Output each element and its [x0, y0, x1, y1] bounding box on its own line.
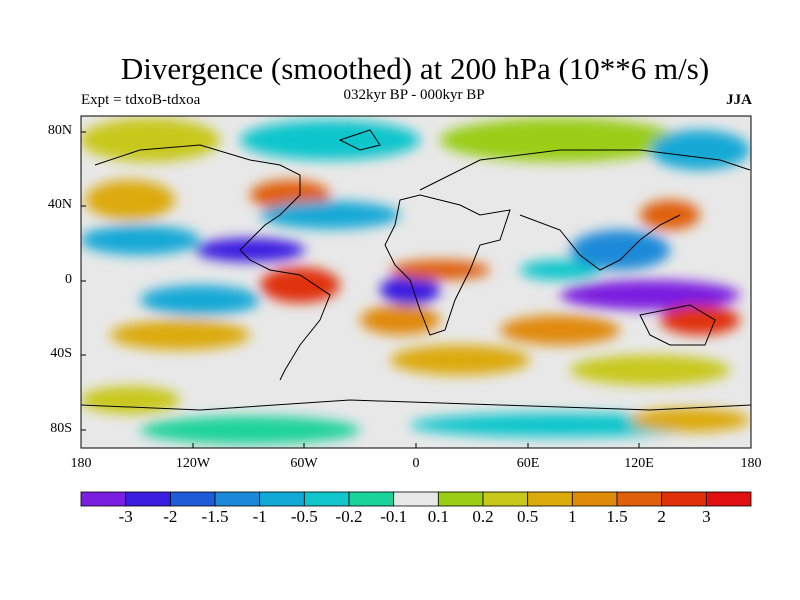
map-plot-area [81, 116, 751, 448]
chart-title: Divergence (smoothed) at 200 hPa (10**6 … [120, 51, 710, 86]
colorbar-label: -0.1 [380, 507, 408, 526]
colorbar-swatch [214, 491, 261, 507]
lon-tick-180e: 180 [740, 456, 762, 471]
colorbar-label: 1 [568, 507, 577, 526]
colorbar-label: -3 [118, 507, 133, 526]
colorbar-swatch [482, 491, 529, 507]
colorbar-swatch [125, 491, 171, 507]
axis-ticks [81, 131, 640, 448]
lat-tick-0: 0 [65, 272, 72, 287]
lat-tick-80s: 80S [50, 421, 72, 436]
experiment-label: Expt = tdxoB-tdxoa [81, 92, 201, 108]
colorbar-swatch [169, 491, 216, 507]
colorbar-swatch [259, 491, 305, 507]
colorbar-label: -2 [163, 507, 178, 526]
colorbar-swatch [348, 491, 395, 507]
colorbar-label: 3 [702, 507, 711, 526]
colorbar-swatch [571, 491, 618, 507]
colorbar-swatch [616, 491, 663, 507]
colorbar-swatch [437, 491, 484, 507]
season-label: JJA [726, 92, 752, 108]
colorbar-swatch [705, 491, 752, 507]
colorbar-label: -0.2 [335, 507, 363, 526]
chart-subtitle: 032kyr BP - 000kyr BP [343, 87, 485, 103]
lon-tick-120w: 120W [175, 456, 211, 471]
colorbar [80, 491, 752, 507]
colorbar-swatch [80, 491, 127, 507]
lon-tick-60e: 60E [516, 456, 540, 471]
lat-tick-40s: 40S [50, 346, 72, 361]
coastlines [81, 129, 751, 411]
colorbar-label: -0.5 [290, 507, 318, 526]
colorbar-swatch [661, 491, 707, 507]
lon-tick-120e: 120E [624, 456, 654, 471]
lon-tick-60w: 60W [290, 456, 318, 471]
colorbar-swatch [303, 491, 350, 507]
lat-tick-80n: 80N [47, 123, 72, 138]
colorbar-label: 0.5 [517, 507, 539, 526]
colorbar-swatch [527, 491, 573, 507]
lon-tick-180w: 180 [70, 456, 92, 471]
colorbar-label: 0.2 [472, 507, 494, 526]
colorbar-label: -1 [252, 507, 267, 526]
lat-tick-40n: 40N [47, 197, 72, 212]
colorbar-label: -1.5 [201, 507, 229, 526]
lon-tick-0: 0 [412, 456, 420, 471]
colorbar-swatch [393, 491, 439, 507]
colorbar-label: 2 [657, 507, 666, 526]
colorbar-label: 0.1 [427, 507, 449, 526]
colorbar-label: 1.5 [606, 507, 628, 526]
